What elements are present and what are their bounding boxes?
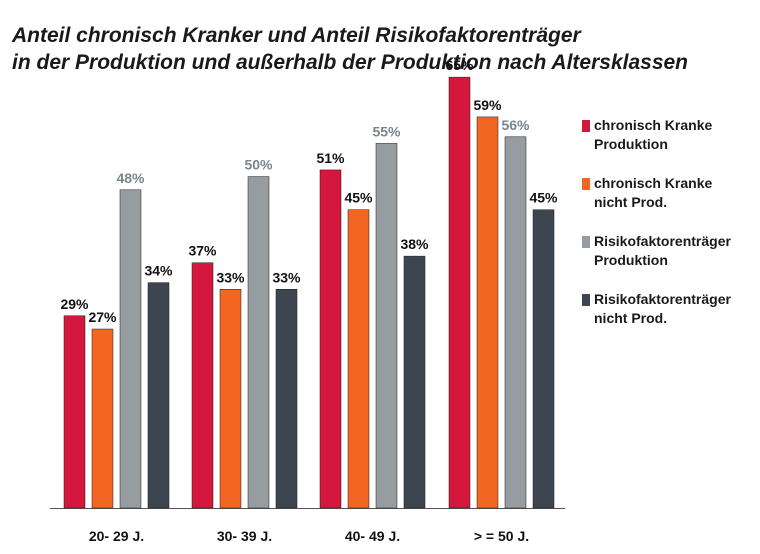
legend-swatch bbox=[582, 294, 590, 306]
bar-chronic-production bbox=[191, 262, 214, 509]
x-tick-label: 40- 49 J. bbox=[345, 528, 400, 544]
data-label: 65% bbox=[445, 57, 474, 73]
bar-chronic-non-production bbox=[91, 328, 114, 509]
legend-swatch bbox=[582, 178, 590, 190]
legend-label-line-2: Produktion bbox=[594, 252, 668, 268]
legend-item-risk-production: Risikofaktorenträger Produktion bbox=[582, 232, 757, 290]
legend-item-risk-non-production: Risikofaktorenträger nicht Prod. bbox=[582, 290, 757, 348]
legend-item-chronic-non-production: chronisch Kranke nicht Prod. bbox=[582, 174, 757, 232]
x-tick-label: > = 50 J. bbox=[474, 528, 529, 544]
legend-label: Risikofaktorenträger nicht Prod. bbox=[594, 290, 731, 328]
legend-swatch bbox=[582, 120, 590, 132]
data-label: 45% bbox=[344, 190, 373, 206]
bar-chronic-production bbox=[448, 76, 471, 509]
legend-swatch bbox=[582, 236, 590, 248]
chart-title: Anteil chronisch Kranker und Anteil Risi… bbox=[12, 22, 688, 76]
data-label: 33% bbox=[216, 269, 245, 285]
data-label: 34% bbox=[144, 263, 173, 279]
data-label: 59% bbox=[473, 97, 502, 113]
bar-chronic-non-production bbox=[476, 116, 499, 509]
legend-label: chronisch Kranke Produktion bbox=[594, 116, 712, 154]
bar-risk-production bbox=[119, 189, 142, 509]
data-label: 38% bbox=[400, 236, 429, 252]
legend-label-line-2: nicht Prod. bbox=[594, 310, 668, 326]
data-label: 27% bbox=[88, 309, 117, 325]
data-label: 50% bbox=[244, 157, 273, 173]
data-label: 45% bbox=[529, 190, 558, 206]
legend-label-line-1: Risikofaktorenträger bbox=[594, 233, 731, 249]
bar-risk-production bbox=[247, 176, 270, 509]
data-label: 55% bbox=[372, 123, 401, 139]
bar-risk-non-production bbox=[147, 282, 170, 509]
bar-chronic-production bbox=[63, 315, 86, 509]
bar-risk-production bbox=[504, 136, 527, 509]
legend-item-chronic-production: chronisch Kranke Produktion bbox=[582, 116, 757, 174]
bar-risk-production bbox=[375, 143, 398, 509]
x-tick-label: 20- 29 J. bbox=[89, 528, 144, 544]
chart-title-line-2: in der Produktion und außerhalb der Prod… bbox=[12, 51, 688, 74]
legend-label-line-2: nicht Prod. bbox=[594, 194, 668, 210]
legend-label: Risikofaktorenträger Produktion bbox=[594, 232, 731, 270]
bar-risk-non-production bbox=[532, 209, 555, 509]
bar-chronic-non-production bbox=[347, 209, 370, 509]
data-label: 29% bbox=[60, 296, 89, 312]
data-label: 51% bbox=[316, 150, 345, 166]
data-label: 56% bbox=[501, 117, 530, 133]
data-label: 33% bbox=[272, 269, 301, 285]
legend-label-line-1: chronisch Kranke bbox=[594, 175, 713, 191]
bar-chronic-production bbox=[319, 169, 342, 509]
legend-label: chronisch Kranke nicht Prod. bbox=[594, 174, 712, 212]
data-label: 37% bbox=[188, 243, 217, 259]
legend-label-line-1: Risikofaktorenträger bbox=[594, 291, 731, 307]
bar-chronic-non-production bbox=[219, 289, 242, 509]
legend-label-line-1: chronisch Kranke bbox=[594, 117, 713, 133]
bar-risk-non-production bbox=[275, 289, 298, 509]
x-tick-label: 30- 39 J. bbox=[217, 528, 272, 544]
bar-risk-non-production bbox=[403, 255, 426, 509]
legend: chronisch Kranke Produktion chronisch Kr… bbox=[582, 116, 757, 348]
legend-label-line-2: Produktion bbox=[594, 136, 668, 152]
data-label: 48% bbox=[116, 170, 145, 186]
chart-title-line-1: Anteil chronisch Kranker und Anteil Risi… bbox=[12, 24, 581, 47]
